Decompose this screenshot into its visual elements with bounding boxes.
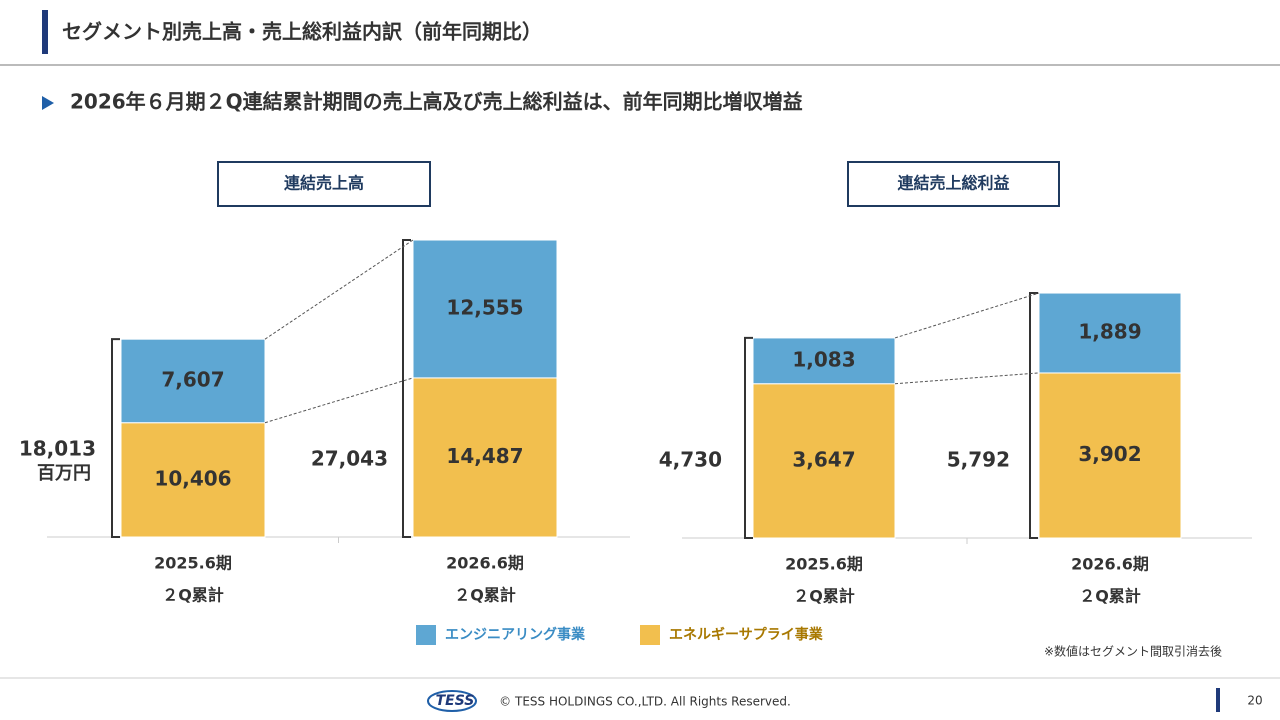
bar-label: 10,406 (154, 466, 231, 490)
x-tick-label: 2025.6期 (154, 554, 232, 573)
connector (264, 377, 414, 424)
bar-label: 12,555 (446, 295, 523, 319)
bar-segment (752, 383, 896, 539)
subtitle: 2026年６月期２Q連結累計期間の売上高及び売上総利益は、前年同期比増収増益 (70, 90, 803, 114)
bullet (42, 96, 54, 110)
logo: TESS (436, 693, 475, 709)
x-tick-label: ２Q累計 (162, 586, 224, 605)
connector (894, 372, 1040, 385)
x-tick-label: 2026.6期 (1071, 555, 1149, 574)
connector (894, 292, 1040, 339)
bar-segment (752, 337, 896, 385)
bar-label: 14,487 (446, 444, 523, 468)
bar-segment (1038, 292, 1182, 374)
x-tick-label: ２Q累計 (1079, 587, 1141, 606)
legend-swatch (416, 625, 436, 645)
legend-swatch (640, 625, 660, 645)
bar-segment (412, 239, 558, 379)
page-bar (1216, 688, 1220, 712)
bar-segment (1038, 372, 1182, 539)
total-bracket (1029, 292, 1038, 539)
copyright: © TESS HOLDINGS CO.,LTD. All Rights Rese… (499, 695, 791, 709)
total-label: 5,792 (947, 448, 1010, 472)
x-tick-label: 2026.6期 (446, 554, 524, 573)
total-bracket (744, 336, 753, 539)
total-label: 18,013 (19, 437, 96, 461)
total-label: 27,043 (311, 447, 388, 471)
unit-label: 百万円 (37, 463, 91, 484)
connector (264, 239, 414, 340)
x-tick-label: 2025.6期 (785, 555, 863, 574)
bar-segment (412, 377, 558, 538)
bar-label: 1,889 (1078, 319, 1141, 343)
total-bracket (402, 239, 411, 538)
x-tick-label: ２Q累計 (793, 587, 855, 606)
note: ※数値はセグメント間取引消去後 (1044, 644, 1222, 659)
bar-label: 3,902 (1078, 442, 1141, 466)
bar-segment (120, 422, 266, 538)
chart-title-box (847, 161, 1060, 207)
page-number: 20 (1247, 694, 1262, 708)
logo-ring (427, 690, 477, 712)
chart-title: 連結売上高 (284, 174, 364, 193)
bar-label: 7,607 (161, 367, 224, 391)
chart-title-box (217, 161, 431, 207)
bar-label: 3,647 (792, 447, 855, 471)
bar-segment (120, 338, 266, 424)
title-bar (42, 10, 48, 54)
x-tick-label: ２Q累計 (454, 586, 516, 605)
total-bracket (111, 338, 120, 538)
total-label: 4,730 (659, 448, 722, 472)
bar-label: 1,083 (792, 347, 855, 371)
chart-title: 連結売上総利益 (897, 174, 1009, 193)
legend-label: エネルギーサプライ事業 (669, 626, 824, 643)
slide-title: セグメント別売上高・売上総利益内訳（前年同期比） (62, 20, 542, 44)
legend-label: エンジニアリング事業 (445, 626, 586, 643)
